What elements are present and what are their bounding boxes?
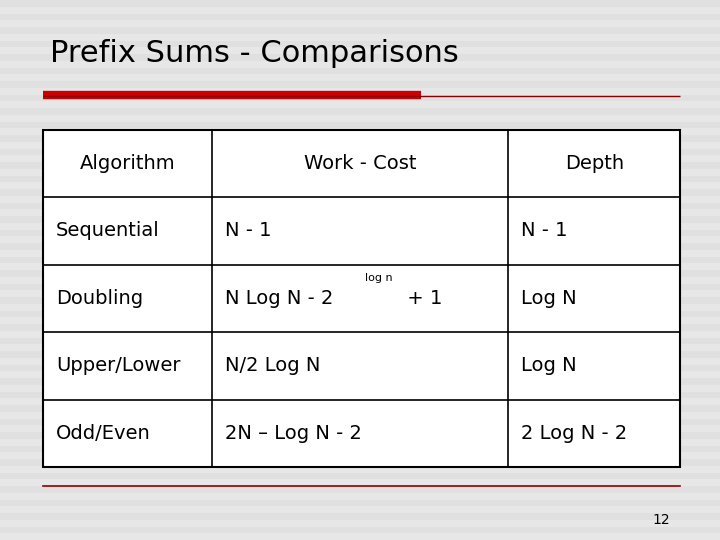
Text: N Log N - 2: N Log N - 2 — [225, 289, 333, 308]
Bar — [0, 249, 720, 256]
Text: Work - Cost: Work - Cost — [304, 154, 416, 173]
Bar — [0, 6, 720, 14]
Bar — [0, 492, 720, 500]
Text: Odd/Even: Odd/Even — [56, 424, 151, 443]
Bar — [0, 87, 720, 94]
Bar — [0, 453, 720, 459]
Bar — [0, 507, 720, 513]
Bar — [0, 168, 720, 176]
Bar — [0, 465, 720, 472]
Bar — [0, 115, 720, 122]
Text: N - 1: N - 1 — [521, 221, 568, 240]
Text: log n: log n — [365, 273, 392, 283]
Bar — [0, 276, 720, 284]
Bar — [0, 330, 720, 338]
Bar — [0, 317, 720, 324]
Text: Prefix Sums - Comparisons: Prefix Sums - Comparisons — [50, 38, 459, 68]
Bar — [0, 156, 720, 162]
Text: Doubling: Doubling — [56, 289, 143, 308]
Bar — [0, 345, 720, 351]
Bar — [0, 195, 720, 202]
Bar — [0, 399, 720, 405]
Bar — [0, 411, 720, 418]
Bar — [0, 47, 720, 54]
Bar — [0, 426, 720, 432]
Text: 2N – Log N - 2: 2N – Log N - 2 — [225, 424, 362, 443]
Bar — [0, 128, 720, 135]
Bar — [0, 102, 720, 108]
Bar — [0, 74, 720, 81]
Bar — [0, 384, 720, 391]
Bar — [0, 357, 720, 364]
Bar — [0, 438, 720, 445]
Text: N/2 Log N: N/2 Log N — [225, 356, 320, 375]
Bar — [0, 33, 720, 40]
Bar — [0, 141, 720, 149]
Text: 2 Log N - 2: 2 Log N - 2 — [521, 424, 628, 443]
Text: Upper/Lower: Upper/Lower — [56, 356, 181, 375]
Bar — [0, 209, 720, 216]
Bar — [0, 291, 720, 297]
Bar — [0, 534, 720, 540]
Bar — [0, 60, 720, 68]
Text: Algorithm: Algorithm — [80, 154, 176, 173]
Text: Log N: Log N — [521, 289, 577, 308]
Bar — [0, 519, 720, 526]
Text: Depth: Depth — [564, 154, 624, 173]
Bar — [0, 480, 720, 486]
Bar — [0, 20, 720, 27]
Bar — [0, 237, 720, 243]
Bar — [0, 183, 720, 189]
Bar — [0, 263, 720, 270]
Bar — [0, 303, 720, 310]
Bar — [0, 372, 720, 378]
Text: Log N: Log N — [521, 356, 577, 375]
Bar — [43, 130, 680, 467]
Text: 12: 12 — [652, 512, 670, 526]
Text: Sequential: Sequential — [56, 221, 160, 240]
Text: + 1: + 1 — [400, 289, 442, 308]
Bar — [0, 222, 720, 230]
Text: N - 1: N - 1 — [225, 221, 271, 240]
